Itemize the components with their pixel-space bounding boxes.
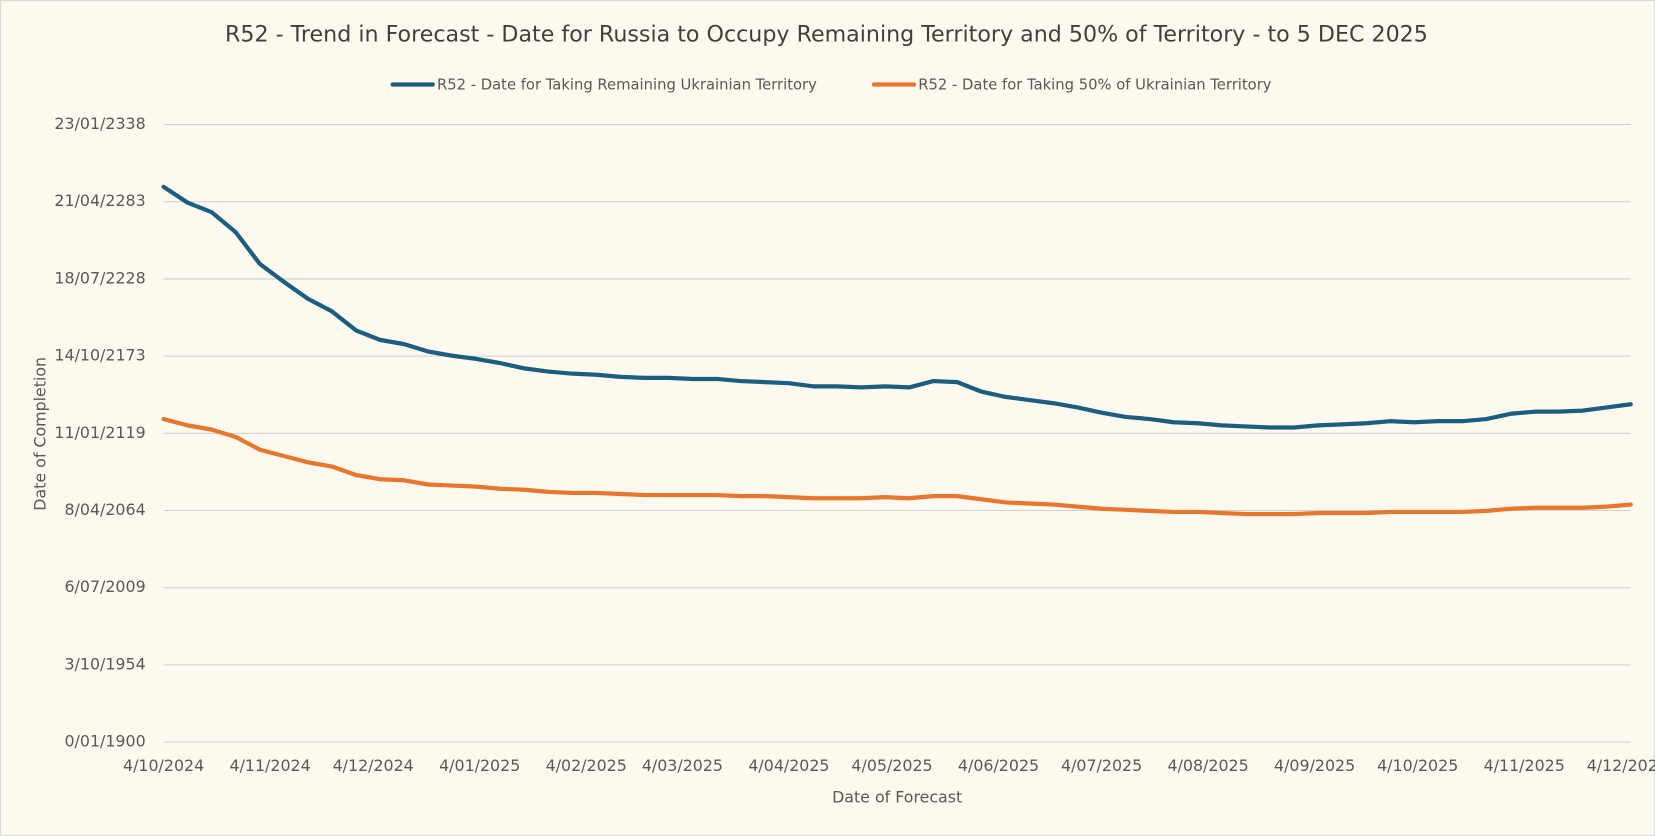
x-tick-label: 4/01/2025 bbox=[439, 756, 520, 775]
y-tick-label: 21/04/2283 bbox=[54, 191, 145, 210]
y-tick-label: 11/01/2119 bbox=[54, 423, 145, 442]
y-tick-label: 14/10/2173 bbox=[54, 346, 145, 365]
series-line bbox=[161, 184, 1633, 430]
y-tick-label: 3/10/1954 bbox=[64, 654, 145, 673]
x-tick-label: 4/12/2025 bbox=[1587, 756, 1655, 775]
y-axis-title: Date of Completion bbox=[31, 357, 50, 511]
x-tick-label: 4/11/2025 bbox=[1484, 756, 1565, 775]
x-tick-label: 4/02/2025 bbox=[546, 756, 627, 775]
y-tick-label: 23/01/2338 bbox=[54, 114, 145, 133]
legend-label: R52 - Date for Taking 50% of Ukrainian T… bbox=[918, 77, 1271, 94]
x-tick-label: 4/07/2025 bbox=[1061, 756, 1142, 775]
x-tick-label: 4/04/2025 bbox=[748, 756, 829, 775]
x-tick-label: 4/11/2024 bbox=[230, 756, 311, 775]
x-tick-label: 4/10/2025 bbox=[1377, 756, 1458, 775]
series-line bbox=[161, 416, 1633, 517]
y-tick-label: 0/01/1900 bbox=[64, 732, 145, 751]
y-tick-label: 8/04/2064 bbox=[64, 500, 145, 519]
x-tick-label: 4/10/2024 bbox=[123, 756, 204, 775]
chart-title: R52 - Trend in Forecast - Date for Russi… bbox=[225, 21, 1428, 47]
x-tick-label: 4/06/2025 bbox=[958, 756, 1039, 775]
x-tick-label: 4/12/2024 bbox=[333, 756, 414, 775]
y-tick-label: 6/07/2009 bbox=[64, 577, 145, 596]
legend-label: R52 - Date for Taking Remaining Ukrainia… bbox=[437, 77, 817, 94]
x-tick-label: 4/08/2025 bbox=[1168, 756, 1249, 775]
x-tick-label: 4/09/2025 bbox=[1274, 756, 1355, 775]
x-axis-title: Date of Forecast bbox=[832, 787, 962, 806]
x-tick-label: 4/03/2025 bbox=[642, 756, 723, 775]
y-tick-label: 18/07/2228 bbox=[54, 268, 145, 287]
x-tick-label: 4/05/2025 bbox=[851, 756, 932, 775]
